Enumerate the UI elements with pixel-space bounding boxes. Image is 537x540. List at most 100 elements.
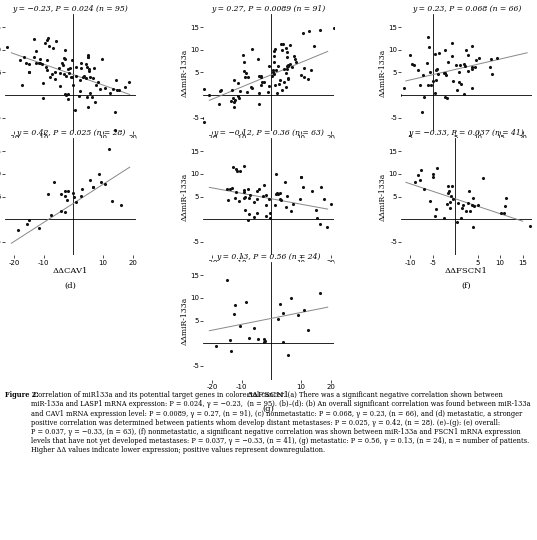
Point <box>229 94 237 103</box>
Point <box>199 117 208 126</box>
Point <box>84 66 93 75</box>
Point <box>454 68 463 76</box>
Point <box>23 220 32 228</box>
Point <box>332 171 341 180</box>
Point <box>284 62 293 71</box>
Point <box>84 53 92 62</box>
Point <box>461 46 470 55</box>
Point <box>61 46 70 55</box>
Point <box>30 52 38 61</box>
Point <box>464 51 473 59</box>
Point <box>431 49 440 58</box>
Point <box>245 194 253 202</box>
Point <box>280 78 288 86</box>
Point <box>227 347 235 355</box>
Point <box>444 189 453 198</box>
Point <box>297 173 306 181</box>
Point <box>43 56 52 64</box>
Point <box>38 59 46 68</box>
Title: y = −0.33, P = 0.037 (n = 41): y = −0.33, P = 0.037 (n = 41) <box>409 129 524 137</box>
Point <box>253 335 262 343</box>
Point <box>290 51 299 60</box>
Point <box>284 74 293 83</box>
Point <box>111 108 119 117</box>
Point <box>281 178 289 187</box>
Point <box>89 183 98 191</box>
Point <box>25 68 34 76</box>
Point <box>262 191 271 200</box>
Point <box>111 126 119 134</box>
Point <box>300 73 308 82</box>
Point <box>244 216 253 225</box>
Point <box>284 61 292 70</box>
Point <box>419 184 428 193</box>
Point <box>224 196 233 205</box>
Point <box>434 69 442 78</box>
Point <box>380 85 389 93</box>
Point <box>259 335 268 343</box>
Point <box>432 76 441 85</box>
Point <box>200 85 208 93</box>
Point <box>43 189 52 198</box>
Point <box>77 192 86 200</box>
Point <box>198 113 206 122</box>
Point <box>433 164 441 173</box>
Point <box>86 176 95 184</box>
Point <box>25 216 33 225</box>
Point <box>268 68 277 76</box>
Point <box>429 76 437 85</box>
X-axis label: ΔΔCAV1: ΔΔCAV1 <box>251 143 286 151</box>
X-axis label: ΔΔFSCN1: ΔΔFSCN1 <box>445 267 488 275</box>
Point <box>418 107 426 116</box>
Point <box>336 12 345 21</box>
Point <box>230 76 238 85</box>
Point <box>72 198 81 207</box>
Point <box>275 76 284 85</box>
Point <box>400 84 408 92</box>
Point <box>67 73 75 82</box>
Point <box>444 58 452 66</box>
Point <box>453 86 462 94</box>
Point <box>82 73 90 82</box>
Point <box>255 185 263 194</box>
Point <box>439 214 448 222</box>
Point <box>65 69 74 77</box>
Point <box>238 50 247 59</box>
Point <box>61 71 70 80</box>
Point <box>266 213 274 222</box>
Point <box>56 69 64 77</box>
Point <box>260 78 268 86</box>
Point <box>86 72 95 81</box>
Point <box>117 201 125 210</box>
Point <box>39 79 47 87</box>
Point <box>262 211 270 220</box>
Point <box>272 89 281 97</box>
Point <box>259 192 268 201</box>
Point <box>90 98 99 106</box>
Point <box>84 52 92 61</box>
Point <box>76 76 84 84</box>
Point <box>0 21 5 30</box>
Point <box>227 97 235 106</box>
Point <box>425 42 433 51</box>
Point <box>62 90 70 99</box>
Point <box>303 326 312 334</box>
Point <box>406 51 415 59</box>
Point <box>459 201 467 210</box>
Point <box>286 59 294 68</box>
Point <box>271 45 279 53</box>
Point <box>241 193 250 201</box>
Point <box>113 85 121 94</box>
Point <box>235 197 244 205</box>
Point <box>440 69 448 77</box>
Point <box>432 205 440 213</box>
Title: y = 0.13, P = 0.56 (n = 24): y = 0.13, P = 0.56 (n = 24) <box>216 253 321 261</box>
Point <box>115 85 124 94</box>
Y-axis label: ΔΔmiR-133a: ΔΔmiR-133a <box>181 296 189 345</box>
Point <box>68 73 76 82</box>
Point <box>76 58 85 67</box>
Point <box>96 85 104 93</box>
Point <box>416 81 425 90</box>
Point <box>240 66 248 75</box>
Point <box>279 308 287 317</box>
